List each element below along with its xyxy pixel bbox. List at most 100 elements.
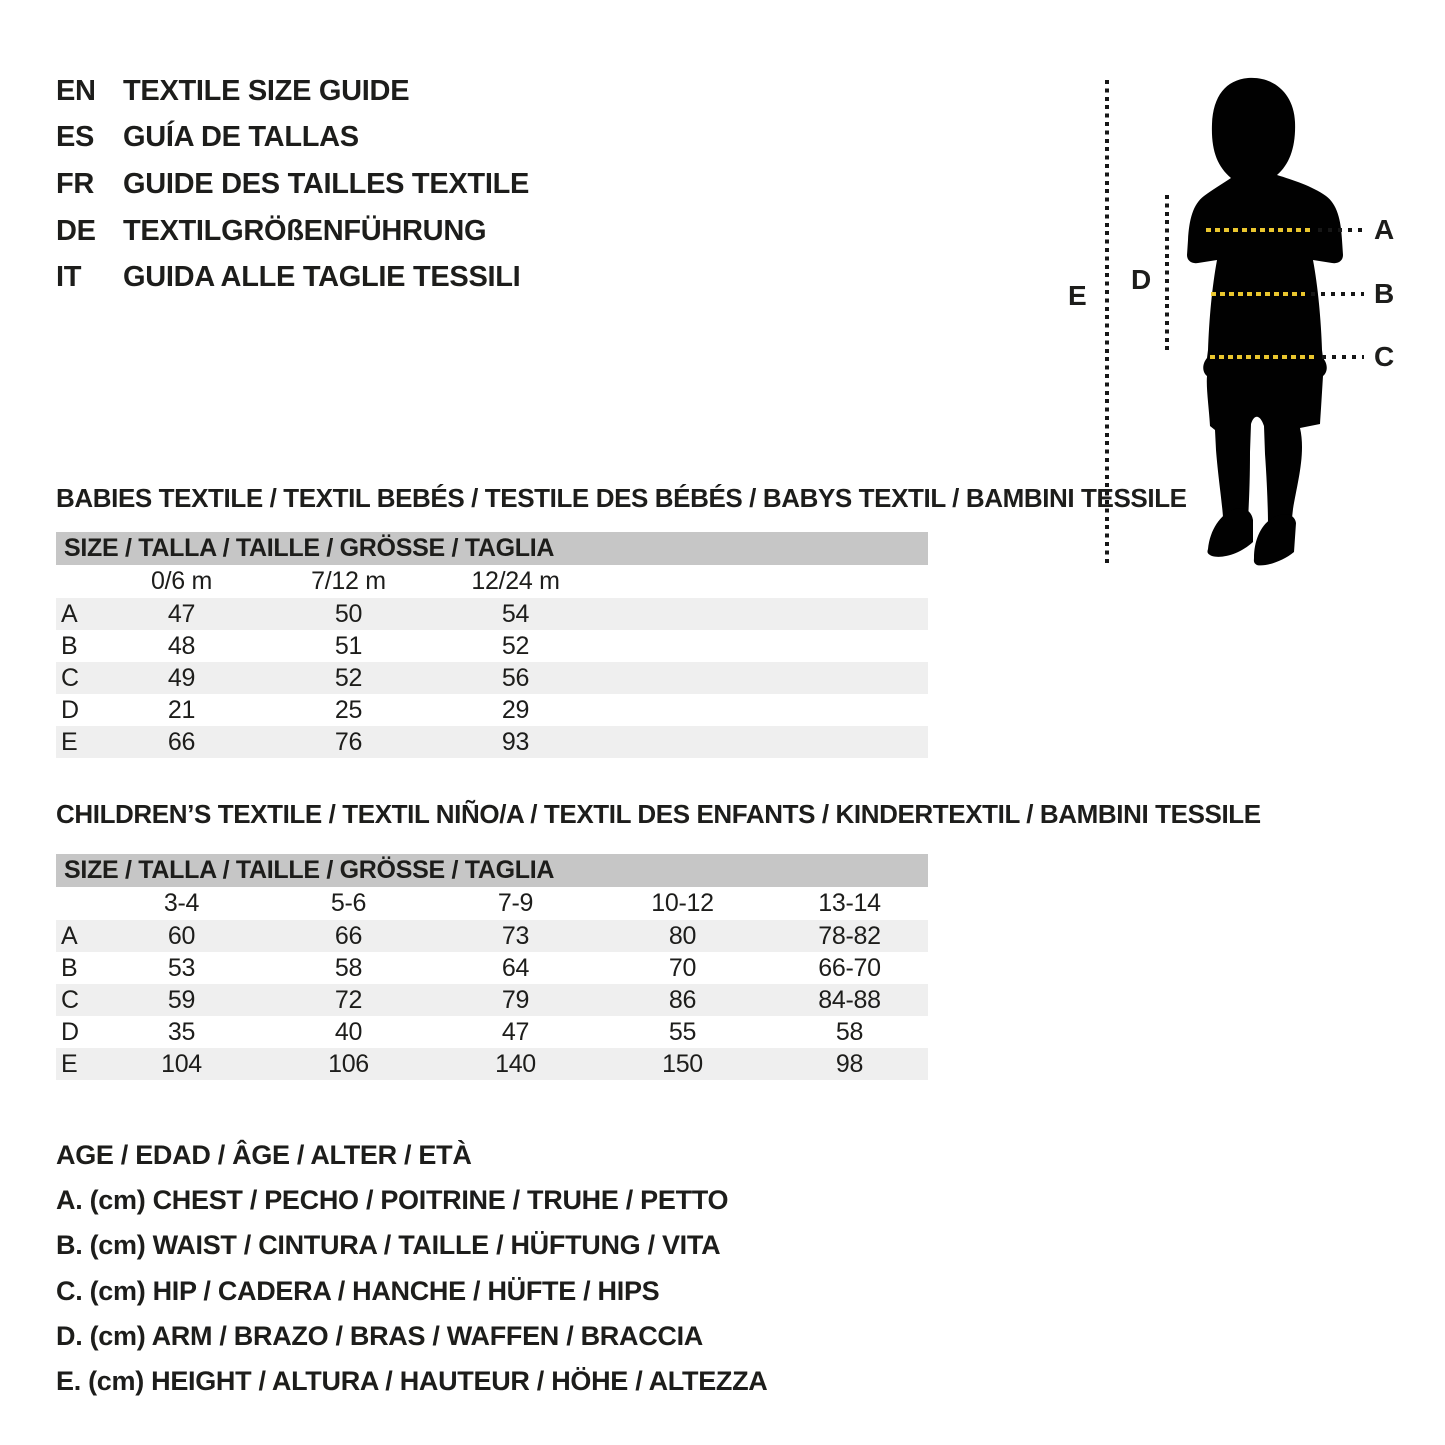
babies-rows: A 47 50 54 B 48 51 52 C 49 52 56 D 21 25 29 E 66 76 93	[56, 598, 928, 758]
children-rows: A 60 66 73 80 78-82 B 53 58 64 70 66-70 C 59 72 79 86 84-…	[56, 920, 928, 1080]
language-code: IT	[56, 261, 82, 294]
measure-value-cell: 56	[501, 663, 530, 692]
measure-value-cell: 49	[167, 663, 196, 692]
babies-section-title: BABIES TEXTILE / TEXTIL BEBÉS / TESTILE …	[56, 483, 1187, 513]
hip-measure-dashes-c	[1210, 355, 1318, 359]
table-row: A 60 66 73 80 78-82	[56, 920, 928, 952]
measure-value-cell: 60	[167, 921, 196, 950]
size-column-header: 3-4	[163, 889, 200, 917]
measure-value-cell: 58	[835, 1017, 864, 1046]
measure-value-cell: 35	[167, 1017, 196, 1046]
measure-letter-cell: B	[61, 631, 78, 660]
measure-value-cell: 104	[161, 1049, 202, 1078]
measure-value-cell: 25	[334, 695, 363, 724]
measure-value-cell: 66	[334, 921, 363, 950]
babies-column-header-row: 0/6 m 7/12 m 12/24 m	[56, 565, 928, 598]
measure-value-cell: 40	[334, 1017, 363, 1046]
figure-label-e: E	[1068, 280, 1087, 311]
table-row: A 47 50 54	[56, 598, 928, 630]
table-row: E 104 106 140 150 98	[56, 1048, 928, 1080]
measure-value-cell: 59	[167, 985, 196, 1014]
hip-measure-dots-c	[1322, 355, 1364, 359]
measure-letter-cell: E	[61, 1049, 78, 1078]
language-code: ES	[56, 121, 95, 154]
measure-value-cell: 52	[501, 631, 530, 660]
legend-line: AGE / EDAD / ÂGE / ALTER / ETÀ	[56, 1140, 472, 1171]
size-column-header: 13-14	[818, 889, 881, 917]
language-code: DE	[56, 214, 96, 247]
measure-value-cell: 21	[167, 695, 196, 724]
language-code: EN	[56, 74, 96, 107]
table-row: C 59 72 79 86 84-88	[56, 984, 928, 1016]
size-column-header: 7-9	[497, 889, 534, 917]
table-row: E 66 76 93	[56, 726, 928, 758]
size-column-header: 12/24 m	[471, 567, 560, 595]
babies-size-header-text: SIZE / TALLA / TAILLE / GRÖSSE / TAGLIA	[64, 534, 555, 562]
legend-line: A. (cm) CHEST / PECHO / POITRINE / TRUHE…	[56, 1185, 729, 1216]
child-silhouette-icon	[1187, 77, 1343, 566]
language-title-row: ES GUÍA DE TALLAS	[56, 115, 529, 162]
measure-letter-cell: D	[61, 1017, 79, 1046]
measure-value-cell: 106	[328, 1049, 369, 1078]
measure-value-cell: 58	[334, 953, 363, 982]
waist-measure-dashes-b	[1211, 292, 1305, 296]
chest-measure-dots-a	[1318, 228, 1364, 232]
table-row: B 48 51 52	[56, 630, 928, 662]
measure-letter-cell: C	[61, 985, 79, 1014]
measure-value-cell: 98	[835, 1049, 864, 1078]
figure-label-c: C	[1374, 341, 1394, 372]
babies-size-header-bar: SIZE / TALLA / TAILLE / GRÖSSE / TAGLIA	[56, 532, 928, 565]
language-code: FR	[56, 167, 95, 200]
children-size-header-text: SIZE / TALLA / TAILLE / GRÖSSE / TAGLIA	[64, 856, 555, 884]
size-column-header: 0/6 m	[150, 567, 213, 595]
waist-measure-dots-b	[1311, 292, 1364, 296]
measure-value-cell: 51	[334, 631, 363, 660]
measure-value-cell: 53	[167, 953, 196, 982]
measure-value-cell: 70	[668, 953, 697, 982]
measure-value-cell: 52	[334, 663, 363, 692]
measure-value-cell: 29	[501, 695, 530, 724]
language-title-row: IT GUIDA ALLE TAGLIE TESSILI	[56, 254, 529, 301]
table-row: C 49 52 56	[56, 662, 928, 694]
measure-value-cell: 66	[167, 727, 196, 756]
figure-label-b: B	[1374, 278, 1394, 309]
arm-measure-line-d	[1165, 195, 1169, 352]
measure-value-cell: 140	[495, 1049, 536, 1078]
figure-label-a: A	[1374, 214, 1394, 245]
legend-line: C. (cm) HIP / CADERA / HANCHE / HÜFTE / …	[56, 1275, 660, 1306]
measure-value-cell: 55	[668, 1017, 697, 1046]
measure-letter-cell: B	[61, 953, 78, 982]
measure-value-cell: 79	[501, 985, 530, 1014]
measure-value-cell: 78-82	[818, 921, 881, 950]
measure-letter-cell: E	[61, 727, 78, 756]
figure-label-d: D	[1131, 264, 1151, 295]
measure-letter-cell: A	[61, 921, 78, 950]
measure-letter-cell: D	[61, 695, 79, 724]
size-column-header: 5-6	[330, 889, 367, 917]
measure-value-cell: 72	[334, 985, 363, 1014]
legend-line: B. (cm) WAIST / CINTURA / TAILLE / HÜFTU…	[56, 1230, 721, 1261]
measure-value-cell: 47	[167, 599, 196, 628]
language-title-block: EN TEXTILE SIZE GUIDE ES GUÍA DE TALLAS FR GU…	[56, 68, 529, 301]
guide-title: GUIDE DES TAILLES TEXTILE	[123, 167, 530, 200]
guide-title: TEXTILGRÖßENFÜHRUNG	[123, 214, 487, 247]
measure-value-cell: 73	[501, 921, 530, 950]
language-title-row: FR GUIDE DES TAILLES TEXTILE	[56, 161, 529, 208]
children-size-header-bar: SIZE / TALLA / TAILLE / GRÖSSE / TAGLIA	[56, 854, 928, 887]
measurement-legend: AGE / EDAD / ÂGE / ALTER / ETÀ A. (cm) CH…	[56, 1133, 768, 1404]
measure-value-cell: 48	[167, 631, 196, 660]
measure-value-cell: 150	[662, 1049, 703, 1078]
measure-value-cell: 64	[501, 953, 530, 982]
measure-letter-cell: C	[61, 663, 79, 692]
measure-value-cell: 66-70	[818, 953, 881, 982]
measure-letter-cell: A	[61, 599, 78, 628]
size-column-header: 10-12	[651, 889, 714, 917]
babies-size-table: SIZE / TALLA / TAILLE / GRÖSSE / TAGLIA …	[56, 532, 928, 758]
measure-value-cell: 47	[501, 1017, 530, 1046]
legend-line: E. (cm) HEIGHT / ALTURA / HAUTEUR / HÖHE…	[56, 1366, 768, 1397]
children-section-title: CHILDREN’S TEXTILE / TEXTIL NIÑO/A / TEX…	[56, 799, 1261, 829]
size-column-header: 7/12 m	[311, 567, 386, 595]
measure-value-cell: 84-88	[818, 985, 881, 1014]
guide-title: GUIDA ALLE TAGLIE TESSILI	[123, 261, 521, 294]
